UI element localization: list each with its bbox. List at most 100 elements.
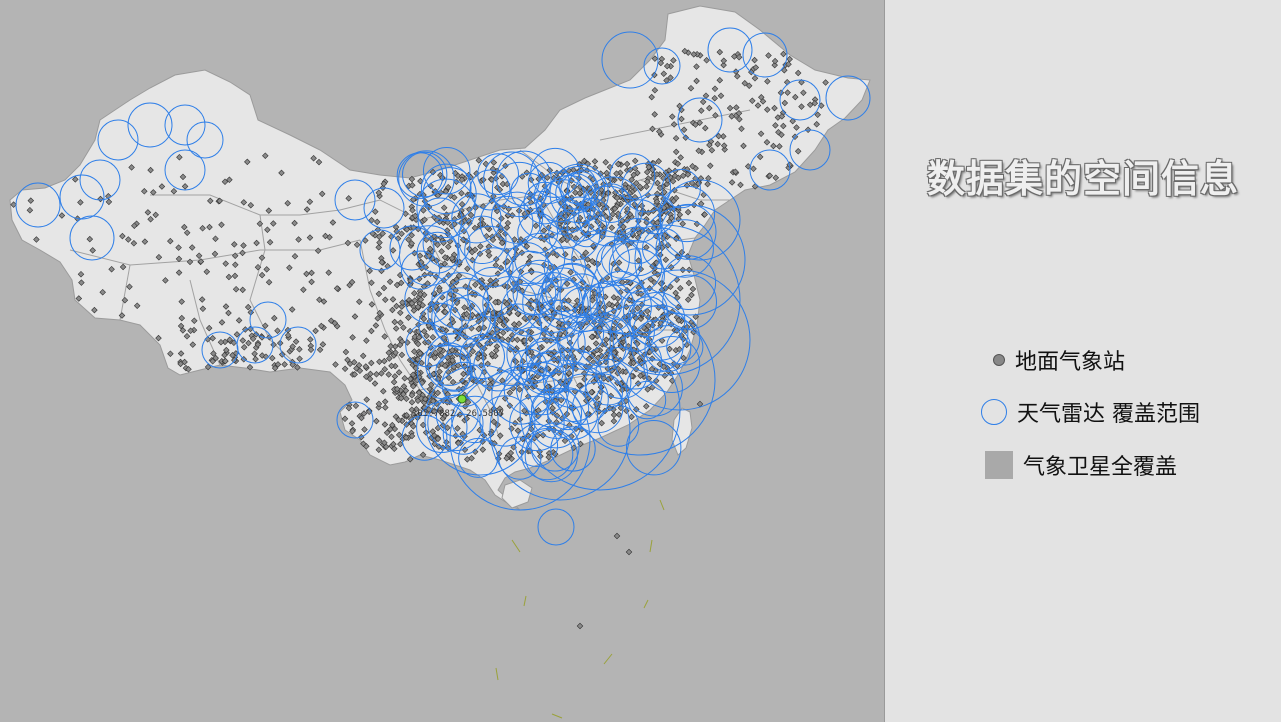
station-point [582, 249, 590, 256]
station-point [439, 326, 447, 333]
location-marker[interactable] [457, 394, 467, 404]
station-point [281, 361, 288, 368]
station-point [445, 243, 452, 250]
station-point [141, 238, 149, 245]
radar-ring [537, 508, 575, 546]
station-point [397, 440, 404, 448]
station-point [327, 317, 335, 324]
station-point [286, 264, 293, 272]
station-point [675, 317, 682, 324]
station-point [183, 229, 191, 236]
station-point [344, 356, 351, 364]
station-point [141, 188, 148, 195]
station-point [362, 237, 369, 244]
station-point [175, 255, 183, 263]
station-point [667, 283, 674, 291]
station-point [181, 223, 188, 231]
station-point [332, 361, 339, 368]
station-point [308, 278, 315, 286]
china-map: 105.7882, 26.5807 [9, 5, 871, 719]
station-point [218, 221, 225, 229]
station-point [504, 336, 512, 343]
station-point [580, 369, 588, 377]
station-point [670, 197, 677, 205]
station-point [312, 327, 319, 335]
station-point [643, 244, 650, 251]
station-point [515, 320, 523, 328]
station-point [167, 350, 174, 357]
station-point [176, 153, 183, 161]
station-point [225, 309, 232, 317]
info-panel: 数据集的空间信息 地面气象站 天气雷达 覆盖范围 气象卫星全覆盖 [884, 0, 1281, 722]
station-point [191, 317, 198, 324]
station-point [468, 455, 475, 462]
station-point [409, 207, 416, 214]
station-point [693, 220, 701, 228]
station-point [589, 297, 596, 304]
station-point [434, 389, 442, 397]
station-point [431, 213, 438, 221]
station-point [206, 223, 213, 231]
station-point [460, 370, 467, 378]
station-point [503, 247, 511, 255]
legend-label: 天气雷达 覆盖范围 [1017, 402, 1200, 427]
station-point [511, 236, 518, 243]
station-point [239, 249, 246, 257]
station-point [474, 355, 482, 362]
station-point [77, 199, 84, 206]
station-point [239, 286, 246, 294]
station-point [380, 284, 388, 292]
station-point [105, 198, 113, 206]
station-point [478, 284, 486, 291]
station-point [697, 200, 705, 208]
location-coordinates: 105.7882, 26.5807 [412, 409, 504, 419]
station-point [27, 197, 35, 204]
station-point [614, 295, 622, 302]
station-point [429, 168, 437, 176]
station-point [658, 313, 666, 321]
station-point [394, 235, 402, 242]
station-point [162, 277, 169, 284]
station-point [341, 365, 349, 372]
station-point [527, 335, 534, 343]
station-point [198, 296, 206, 303]
station-point [635, 257, 642, 264]
station-point [576, 382, 583, 389]
station-point [199, 305, 207, 313]
station-point [537, 453, 544, 460]
station-point [372, 322, 380, 329]
station-point [186, 258, 194, 266]
station-point [150, 189, 157, 196]
station-point [231, 252, 239, 259]
station-point [91, 306, 98, 314]
station-point [469, 348, 477, 355]
station-point [308, 269, 315, 277]
station-point [391, 445, 398, 453]
station-point [33, 236, 40, 243]
station-point [685, 279, 693, 287]
station-point [628, 413, 635, 421]
station-point [412, 212, 419, 220]
station-point [344, 239, 352, 247]
station-point [574, 297, 581, 305]
station-point [310, 154, 317, 162]
station-point [584, 263, 592, 270]
station-point [126, 283, 133, 290]
legend-item-radar: 天气雷达 覆盖范围 [981, 396, 1200, 428]
station-point [158, 183, 166, 190]
station-point [235, 317, 243, 324]
station-point [300, 286, 307, 293]
station-point [175, 269, 183, 276]
station-point [419, 310, 427, 317]
station-point [314, 247, 322, 254]
station-point [644, 308, 651, 315]
station-point [203, 268, 211, 275]
station-point [155, 334, 162, 342]
map-view[interactable]: 105.7882, 26.5807 [0, 0, 884, 722]
station-point [610, 307, 617, 315]
station-point [589, 257, 596, 265]
station-point [411, 348, 418, 355]
station-point [147, 166, 154, 174]
satellite-square-icon [985, 451, 1013, 479]
station-point [441, 412, 449, 419]
